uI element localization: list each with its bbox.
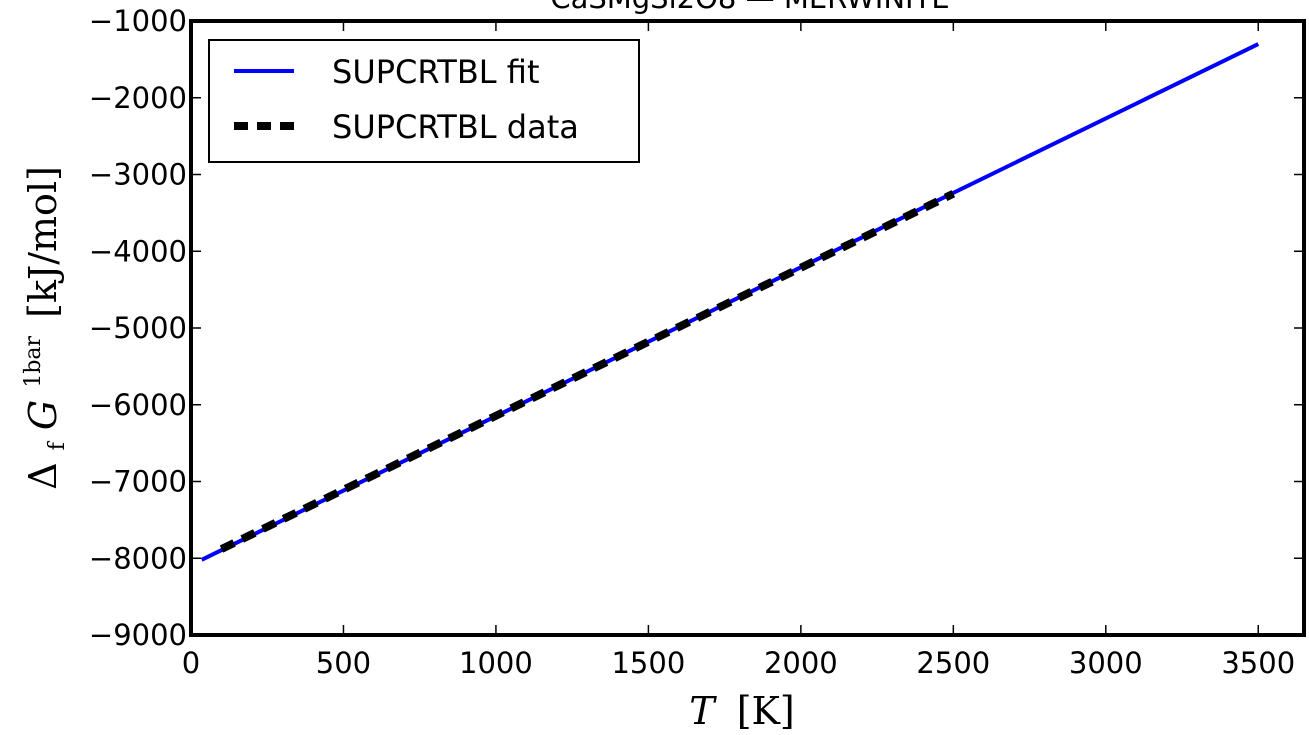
y-tick-label-5: −6000 [89, 388, 187, 422]
x-tick-label-5: 2500 [916, 646, 990, 680]
y-tick-label-7: −8000 [89, 541, 187, 575]
y-axis-unit: [kJ/mol] [21, 166, 65, 318]
y-axis-delta: Δ [21, 462, 65, 489]
y-axis-label: Δ f G 1bar [kJ/mol] [5, 166, 73, 490]
y-axis-sub: f [45, 440, 70, 450]
x-tick-labels: 0 500 1000 1500 2000 2500 3000 3500 [182, 646, 1295, 680]
y-tick-label-6: −7000 [89, 465, 187, 499]
y-tick-label-8: −9000 [89, 618, 187, 652]
x-tick-label-7: 3500 [1221, 646, 1295, 680]
y-tick-labels: −1000 −2000 −3000 −4000 −5000 −6000 −7000 −8000… [89, 4, 187, 652]
y-tick-label-4: −5000 [89, 311, 187, 345]
y-axis-var: G [21, 400, 65, 430]
legend-label-data: SUPCRTBL data [332, 108, 579, 146]
x-tick-label-4: 2000 [764, 646, 838, 680]
x-tick-label-3: 1500 [611, 646, 685, 680]
x-tick-label-2: 1000 [459, 646, 533, 680]
x-axis-label: T [K] [689, 689, 795, 733]
chart-title: CaSMgSi2O8 — MERWINITE [550, 0, 949, 15]
y-axis-sup: 1bar [21, 335, 46, 387]
legend-label-fit: SUPCRTBL fit [332, 53, 539, 91]
y-tick-label-1: −2000 [89, 81, 187, 115]
y-tick-label-3: −4000 [89, 234, 187, 268]
y-tick-label-2: −3000 [89, 158, 187, 192]
x-tick-label-6: 3000 [1069, 646, 1143, 680]
svg-text:T [K]: T [K] [689, 689, 795, 733]
x-axis-var: T [689, 689, 717, 733]
x-tick-label-1: 500 [316, 646, 371, 680]
y-tick-label-0: −1000 [89, 4, 187, 38]
legend: SUPCRTBL fit SUPCRTBL data [209, 40, 639, 162]
svg-text:Δ f G 1bar: Δ f G 1bar [kJ/mol] [5, 166, 73, 490]
x-axis-unit: [K] [737, 689, 795, 733]
